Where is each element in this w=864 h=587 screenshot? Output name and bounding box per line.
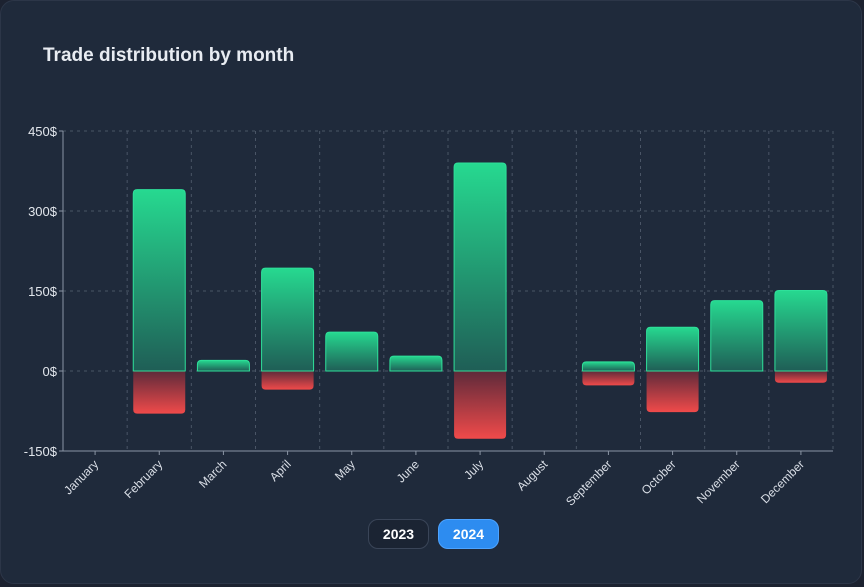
- bar-loss-october[interactable]: [646, 371, 699, 413]
- x-tick-label-april: April: [267, 457, 294, 484]
- year-2023-button[interactable]: 2023: [368, 519, 429, 549]
- bar-loss-september[interactable]: [582, 371, 635, 386]
- x-tick-label-november: November: [694, 457, 743, 506]
- y-tick-label: 150$: [28, 284, 58, 299]
- bar-loss-february[interactable]: [133, 371, 186, 414]
- bar-gain-february[interactable]: [132, 189, 186, 372]
- y-tick-label: -150$: [24, 444, 58, 459]
- bar-gain-september[interactable]: [581, 361, 635, 372]
- x-tick-label-december: December: [758, 457, 807, 506]
- x-tick-label-january: January: [61, 457, 101, 497]
- x-tick-label-august: August: [514, 457, 551, 494]
- year-2024-button[interactable]: 2024: [438, 519, 499, 549]
- bar-loss-april[interactable]: [261, 371, 314, 390]
- x-tick-label-july: July: [461, 457, 486, 482]
- y-tick-label: 450$: [28, 124, 58, 139]
- bar-gain-march[interactable]: [196, 359, 250, 372]
- bar-gain-may[interactable]: [325, 331, 379, 372]
- x-tick-label-october: October: [639, 457, 679, 497]
- x-tick-label-february: February: [122, 457, 166, 501]
- year-toggle: 2023 2024: [368, 519, 499, 549]
- bar-gain-october[interactable]: [646, 326, 700, 372]
- bar-gain-december[interactable]: [774, 289, 828, 372]
- bar-gain-july[interactable]: [453, 162, 507, 372]
- bar-gain-june[interactable]: [389, 355, 443, 372]
- bar-gain-april[interactable]: [261, 267, 315, 372]
- x-tick-label-march: March: [196, 457, 229, 490]
- chart-title: Trade distribution by month: [43, 45, 295, 66]
- x-tick-label-may: May: [332, 457, 358, 483]
- bar-gain-november[interactable]: [710, 300, 764, 372]
- y-tick-label: 0$: [43, 364, 58, 379]
- bar-loss-december[interactable]: [774, 371, 827, 383]
- bar-loss-july[interactable]: [454, 371, 507, 439]
- x-tick-label-september: September: [563, 457, 614, 508]
- y-tick-label: 300$: [28, 204, 58, 219]
- x-tick-label-june: June: [394, 457, 423, 486]
